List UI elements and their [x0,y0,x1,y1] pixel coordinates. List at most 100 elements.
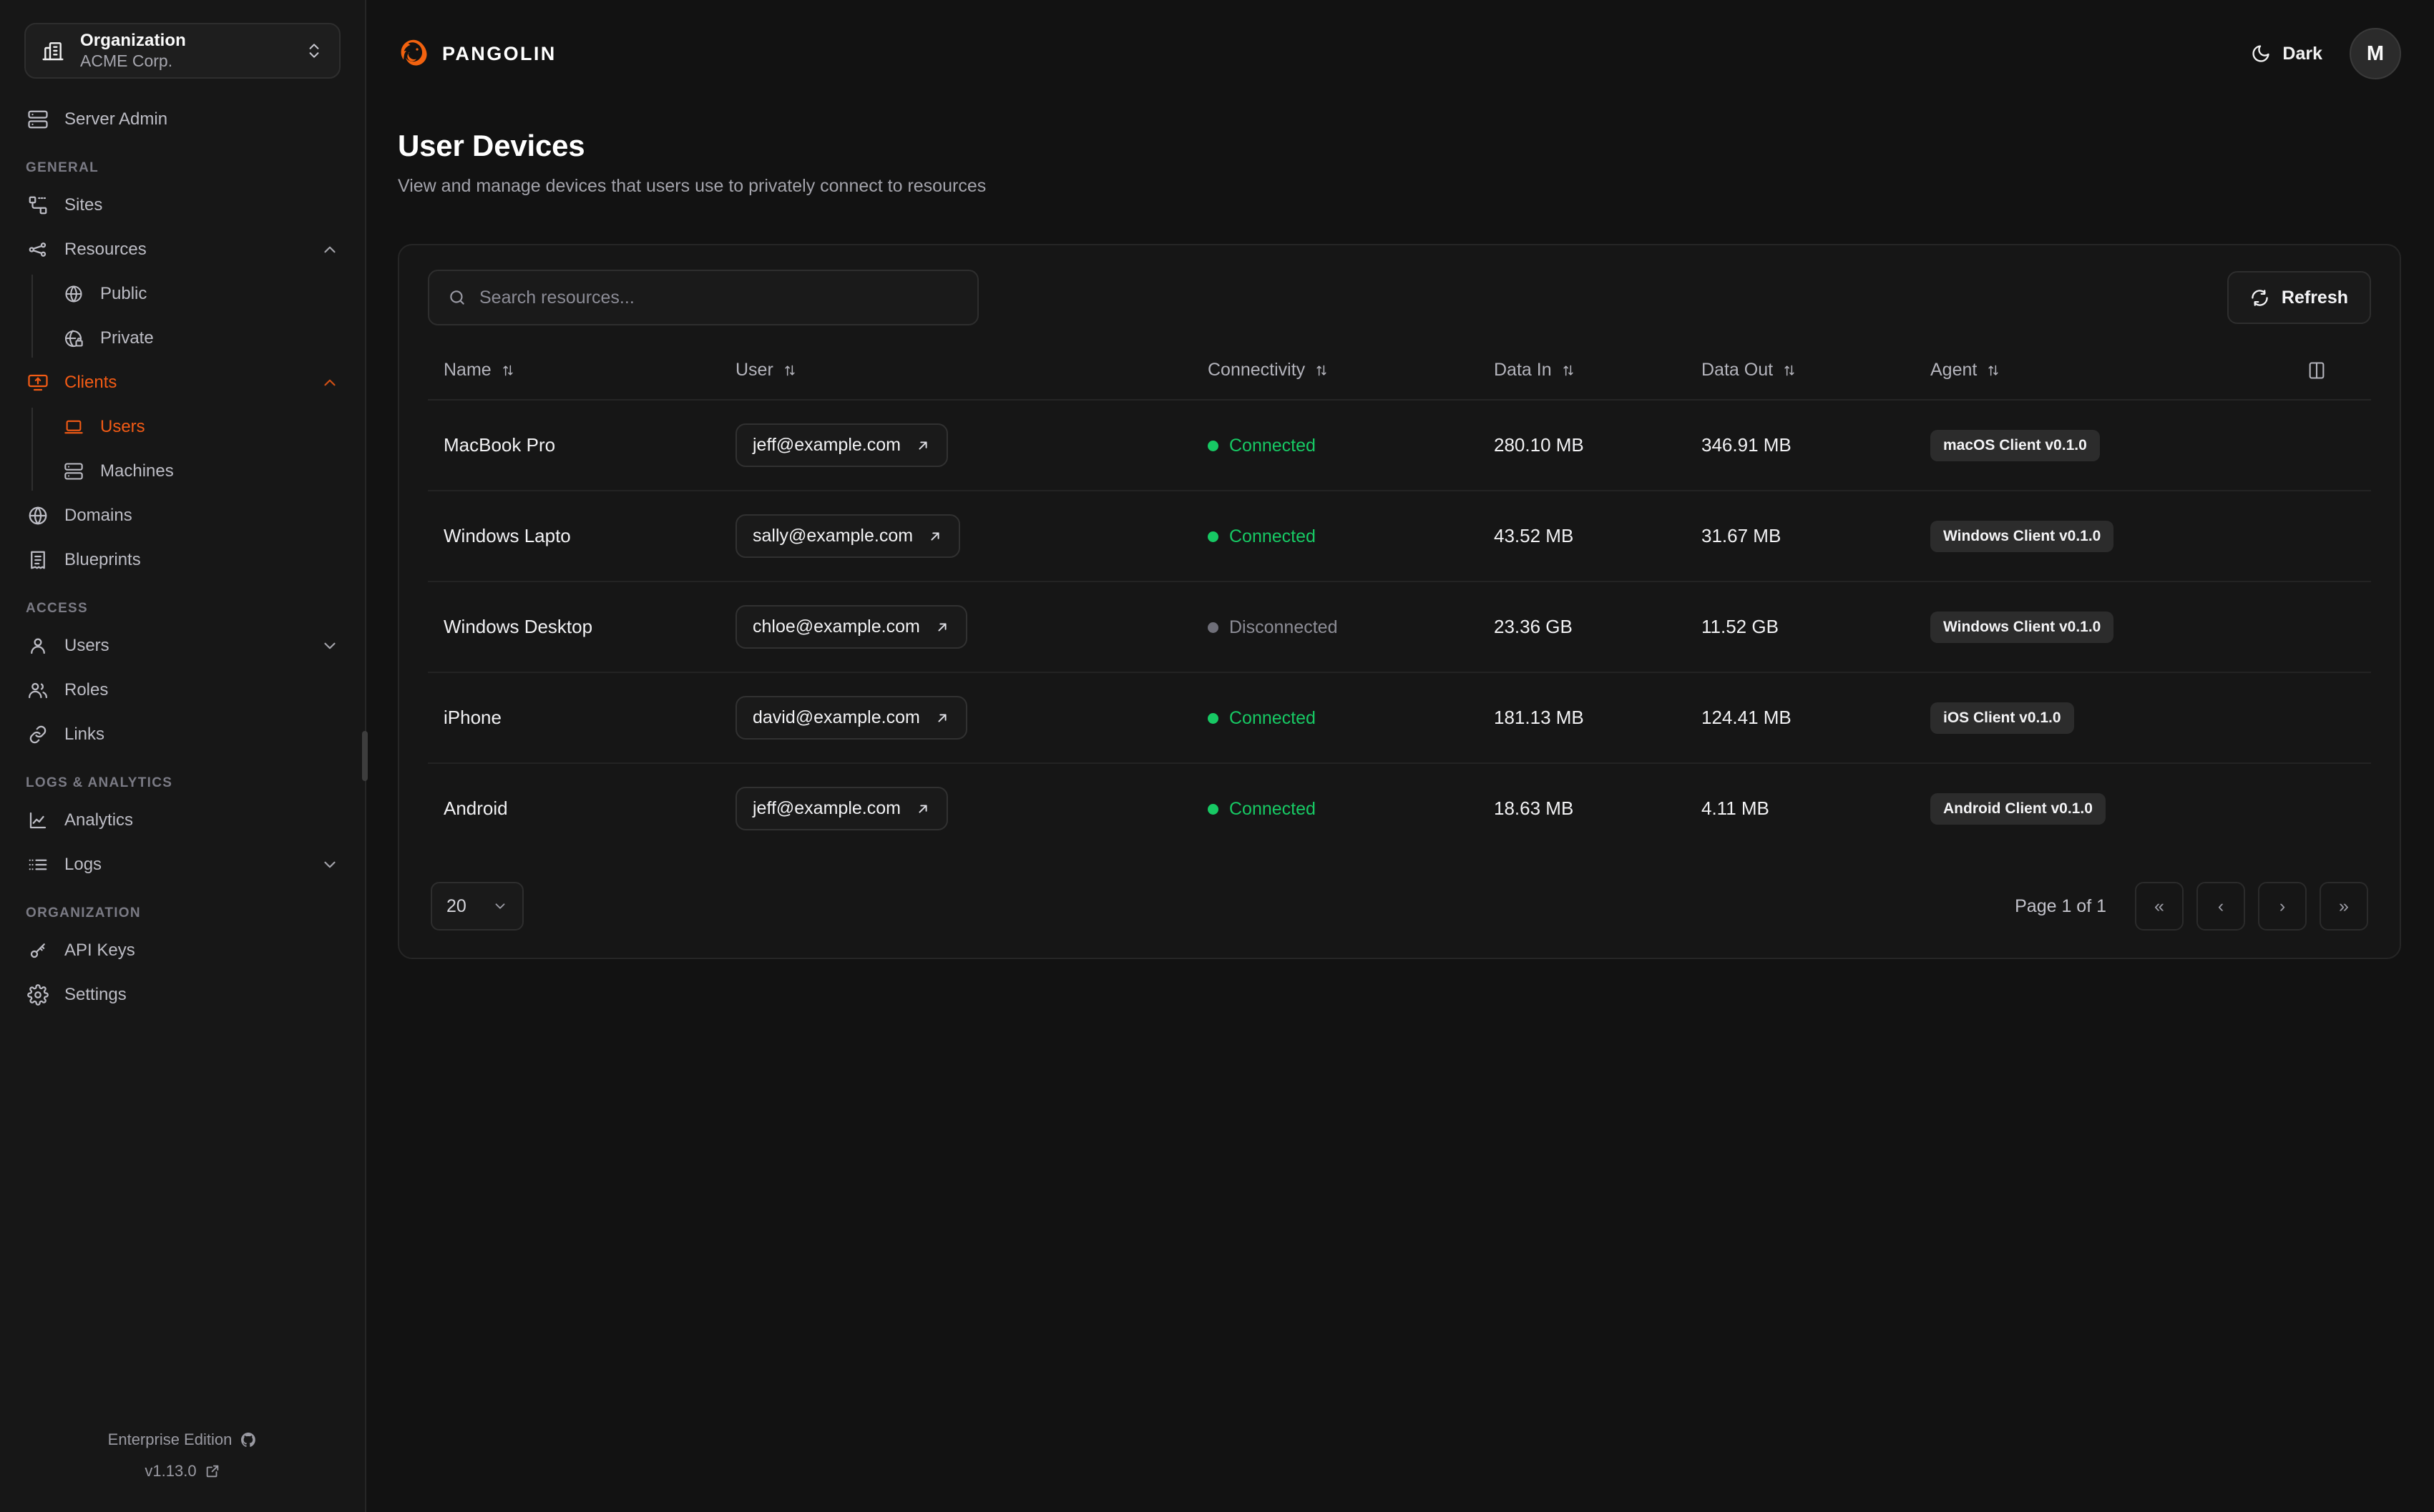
cell-name: iPhone [428,672,735,764]
sidebar-item-domains[interactable]: Domains [20,494,345,538]
previous-page-button[interactable]: ‹ [2196,882,2245,931]
theme-toggle[interactable]: Dark [2251,44,2322,64]
chevron-down-icon[interactable] [321,855,339,874]
user-email: david@example.com [753,707,920,727]
column-header-user[interactable]: User [735,350,1208,401]
sort-icon [1561,363,1575,378]
sidebar-item-roles[interactable]: Roles [20,668,345,712]
organization-switcher[interactable]: Organization ACME Corp. [24,23,341,79]
sidebar-item-private[interactable]: Private [31,316,345,360]
next-page-button[interactable]: › [2258,882,2307,931]
column-header-data-out[interactable]: Data Out [1701,350,1930,401]
status-badge: Connected [1208,526,1316,547]
status-dot-icon [1208,441,1218,451]
sidebar-item-logs[interactable]: Logs [20,843,345,887]
sidebar-item-blueprints[interactable]: Blueprints [20,538,345,582]
agent-badge: iOS Client v0.1.0 [1930,702,2074,734]
column-header-data-in[interactable]: Data In [1494,350,1701,401]
user-chip[interactable]: sally@example.com [735,514,961,558]
table-head: Name User [428,350,2371,401]
external-link-icon[interactable] [205,1463,220,1479]
table-row[interactable]: MacBook Pro jeff@example.com [428,400,2371,491]
topbar: PANGOLIN Dark M [366,0,2434,107]
cell-data-in: 23.36 GB [1494,581,1701,673]
search-input[interactable] [479,287,959,308]
key-icon [26,938,50,963]
sidebar-item-users-access[interactable]: Users [20,624,345,668]
column-header-agent[interactable]: Agent [1930,350,2307,401]
chevron-up-icon[interactable] [321,240,339,259]
column-label: User [735,360,773,380]
sidebar-item-api-keys[interactable]: API Keys [20,928,345,973]
sidebar-item-resources[interactable]: Resources [20,227,345,272]
avatar-initial: M [2366,41,2385,65]
column-label: Data In [1494,360,1552,380]
client-icon [26,370,50,395]
sidebar-item-label: Users [100,417,145,436]
main-area: PANGOLIN Dark M User Devices View and ma… [366,0,2434,1512]
sidebar-item-label: API Keys [64,941,135,960]
user-chip[interactable]: jeff@example.com [735,787,948,830]
sidebar-item-label: Domains [64,506,132,525]
table-row[interactable]: iPhone david@example.com [428,672,2371,764]
cell-data-out: 31.67 MB [1701,491,1930,582]
table-row[interactable]: Windows Lapto sally@example.com [428,491,2371,582]
sidebar-item-clients[interactable]: Clients [20,360,345,405]
arrow-up-right-icon [934,710,950,726]
column-header-connectivity[interactable]: Connectivity [1208,350,1494,401]
edition-label: Enterprise Edition [107,1430,233,1448]
github-icon[interactable] [240,1431,257,1448]
cell-agent: Windows Client v0.1.0 [1930,581,2371,673]
sidebar-item-analytics[interactable]: Analytics [20,798,345,843]
chevron-down-icon[interactable] [321,637,339,655]
page-subtitle: View and manage devices that users use t… [398,176,987,196]
column-header-name[interactable]: Name [428,350,735,401]
sidebar-item-machines[interactable]: Machines [31,449,345,494]
sidebar-item-settings[interactable]: Settings [20,973,345,1017]
avatar[interactable]: M [2350,28,2401,79]
sidebar-item-label: Analytics [64,810,134,830]
brand[interactable]: PANGOLIN [398,38,557,69]
table-row[interactable]: Windows Desktop chloe@example.com [428,581,2371,673]
columns-icon[interactable] [2307,360,2371,381]
user-chip[interactable]: jeff@example.com [735,423,948,467]
cell-data-in: 181.13 MB [1494,672,1701,764]
sidebar-resize-handle[interactable] [362,731,368,781]
edition-line[interactable]: Enterprise Edition [108,1430,258,1449]
last-page-button[interactable]: » [2320,882,2368,931]
user-chip[interactable]: david@example.com [735,696,967,740]
sidebar-item-sites[interactable]: Sites [20,183,345,227]
sidebar-item-label: Settings [64,985,127,1004]
pagination: 20 Page 1 of 1 « ‹ › » [428,882,2371,938]
chevron-up-icon[interactable] [321,373,339,392]
sidebar-nav: Server Admin GENERAL Sites [0,97,365,1017]
table-row[interactable]: Android jeff@example.com [428,763,2371,853]
user-chip[interactable]: chloe@example.com [735,605,967,649]
sidebar-item-links[interactable]: Links [20,712,345,757]
page-size-select[interactable]: 20 [431,882,524,931]
cell-connectivity: Connected [1208,491,1494,582]
sort-icon [501,363,515,378]
sidebar-section-logs-analytics: LOGS & ANALYTICS [26,775,173,790]
cell-name: Android [444,797,508,819]
cell-connectivity: Connected [1208,400,1494,491]
user-email: sally@example.com [753,526,914,546]
column-label: Name [444,360,492,380]
refresh-button[interactable]: Refresh [2227,271,2371,324]
sidebar-section-organization: ORGANIZATION [26,905,141,921]
user-email: jeff@example.com [753,435,901,455]
status-dot-icon [1208,804,1218,815]
gear-icon [26,983,50,1007]
refresh-icon [2250,288,2269,308]
arrow-up-right-icon [915,438,931,453]
version-line[interactable]: v1.13.0 [145,1462,220,1481]
version-label: v1.13.0 [145,1462,197,1480]
cell-connectivity: Connected [1208,763,1494,853]
column-header-options[interactable] [2307,350,2371,401]
first-page-button[interactable]: « [2135,882,2184,931]
sidebar-item-users-clients[interactable]: Users [31,405,345,449]
search-box[interactable] [428,270,979,325]
sort-icon [1314,363,1329,378]
sidebar-item-public[interactable]: Public [31,272,345,316]
sidebar-item-server-admin[interactable]: Server Admin [20,97,345,142]
